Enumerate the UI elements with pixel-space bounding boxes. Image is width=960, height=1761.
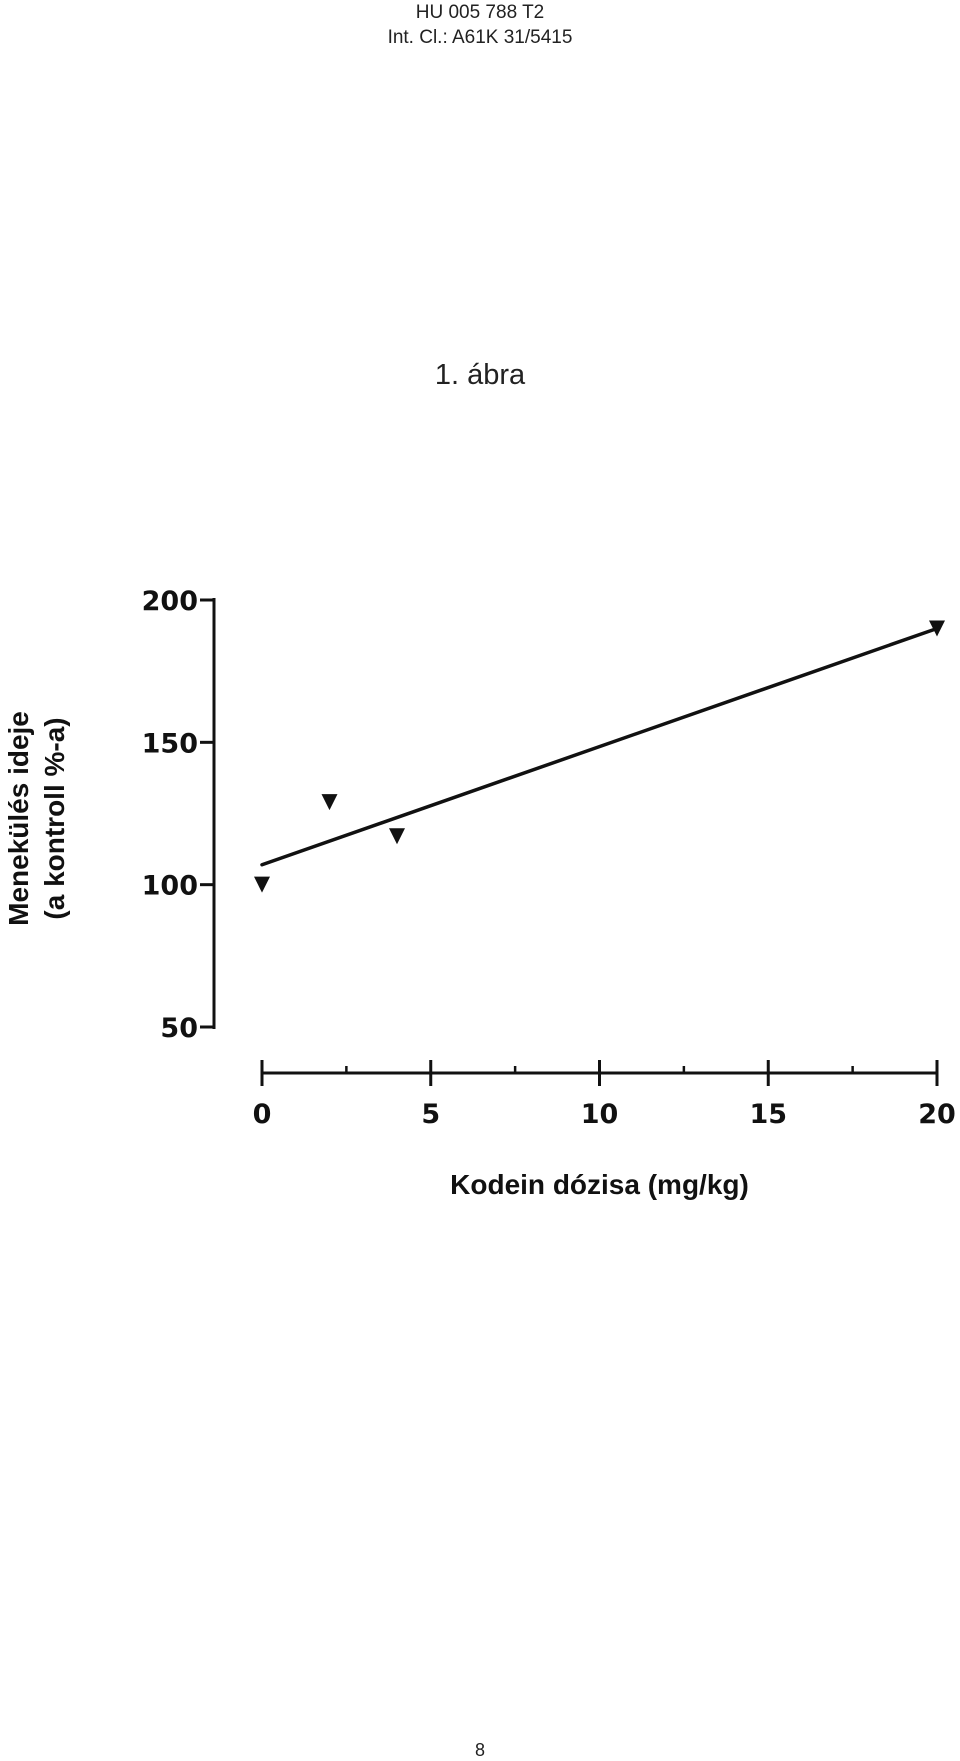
scatter-chart: 50 100 150 200 0 5 10 15 20 Menekülés ideje (a … (3, 586, 956, 1200)
data-point-2 (321, 794, 338, 811)
data-points (254, 620, 945, 893)
y-tick-label-50: 50 (160, 1013, 198, 1044)
y-axis: 50 100 150 200 (142, 586, 216, 1044)
data-point-4 (929, 620, 945, 637)
x-axis: 0 5 10 15 20 (253, 1060, 956, 1130)
fit-line (260, 626, 939, 867)
document-number: HU 005 788 T2 (415, 2, 545, 23)
figure-title: 1. ábra (434, 359, 526, 391)
x-tick-label-5: 5 (421, 1099, 440, 1130)
classification-code: Int. Cl.: A61K 31/5415 (387, 27, 573, 48)
y-tick-label-150: 150 (142, 728, 198, 759)
y-tick-label-200: 200 (142, 586, 198, 617)
y-tick-label-100: 100 (142, 871, 198, 902)
x-tick-label-10: 10 (581, 1099, 619, 1130)
data-point-1 (254, 876, 270, 893)
x-tick-label-15: 15 (749, 1099, 787, 1130)
y-axis-title-line-2: (a kontroll %-a) (39, 717, 70, 919)
x-axis-title: Kodein dózisa (mg/kg) (450, 1169, 749, 1200)
data-point-3 (389, 828, 405, 845)
x-tick-label-20: 20 (918, 1099, 956, 1130)
y-axis-title-line-1: Menekülés ideje (3, 711, 34, 926)
page-header: HU 005 788 T2 Int. Cl.: A61K 31/5415 (0, 0, 960, 50)
x-tick-label-0: 0 (253, 1099, 272, 1130)
page-number: 8 (474, 1740, 485, 1760)
fit-line-group (260, 626, 939, 867)
